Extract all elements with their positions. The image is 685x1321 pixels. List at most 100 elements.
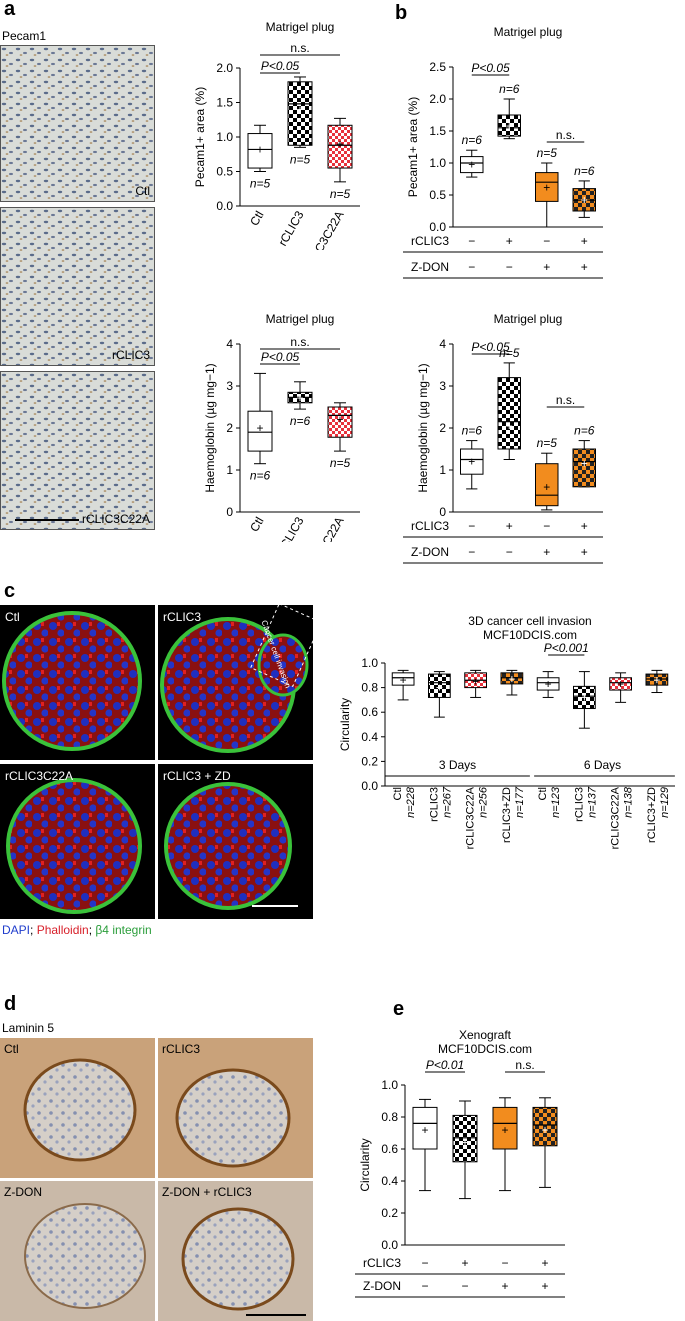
micrograph-c-rclic3c22a: rCLIC3C22A <box>0 764 155 919</box>
x-category-0: Ctl <box>247 209 266 229</box>
mean-marker-0: + <box>421 1123 428 1137</box>
chart-a-haemoglobin: Matrigel plug 0 1 2 3 4 Haemoglobin (µg mg−1) +… <box>203 312 360 542</box>
y-tick-label-4: 0.8 <box>361 681 378 695</box>
mean-marker-1: + <box>506 419 513 433</box>
y-tick-label-0: 0.0 <box>381 1238 398 1252</box>
comparison-label-1: n.s. <box>290 335 309 349</box>
y-axis-label: Haemoglobin (µg mg−1) <box>416 363 430 492</box>
comparison-label-0: P<0.05 <box>261 350 300 364</box>
mean-marker-0: + <box>468 157 475 171</box>
box-2 <box>535 172 559 202</box>
n-label-0: n=6 <box>462 424 483 438</box>
row-sign-1-1: − <box>506 260 513 274</box>
chart-b-pecam1: Matrigel plug 0.0 0.5 1.0 1.5 2.0 2.5 Pecam1+ a… <box>403 25 603 279</box>
row-label-0: rCLIC3 <box>363 1256 401 1270</box>
box-1 <box>497 114 521 137</box>
chart-title: Matrigel plug <box>494 25 563 39</box>
mean-marker-0: + <box>256 421 263 435</box>
mean-marker-2: + <box>472 674 479 688</box>
box-7 <box>645 673 669 686</box>
row-sign-1-2: + <box>543 545 550 559</box>
row-sign-1-3: + <box>581 260 588 274</box>
mean-marker-1: + <box>461 1136 468 1150</box>
y-axis-label: Circularity <box>358 1138 372 1191</box>
x-n-2: n=256 <box>478 786 490 818</box>
x-category-2: rCLIC3C22A <box>300 209 346 251</box>
box-0 <box>460 448 484 475</box>
mean-marker-1: + <box>436 681 443 695</box>
y-tick-label-0: 0.0 <box>216 199 233 213</box>
x-n-1: n=267 <box>441 786 453 818</box>
y-tick-label-5: 1.0 <box>361 656 378 670</box>
x-n-5: n=137 <box>586 786 598 818</box>
mean-marker-0: + <box>256 142 263 156</box>
mean-marker-1: + <box>296 102 303 116</box>
row-label-1: Z-DON <box>411 545 449 559</box>
box-0 <box>460 156 484 174</box>
stain-label-laminin5: Laminin 5 <box>2 1021 55 1035</box>
comparison-label-0: P<0.05 <box>261 59 300 73</box>
row-sign-0-1: + <box>461 1256 468 1270</box>
panel-letter-c: c <box>4 580 16 602</box>
chart-title: Matrigel plug <box>266 312 335 326</box>
y-axis-label: Haemoglobin (µg mg−1) <box>203 363 217 492</box>
y-tick-label-3: 3 <box>439 379 446 393</box>
y-axis-label: Circularity <box>338 698 352 751</box>
x-n-7: n=129 <box>659 787 671 818</box>
y-tick-label-3: 3 <box>226 379 233 393</box>
n-label-0: n=6 <box>250 469 271 483</box>
n-label-1: n=5 <box>290 152 311 166</box>
x-category-5: rCLIC3 <box>573 787 585 822</box>
y-tick-label-0: 0.0 <box>429 220 446 234</box>
y-tick-label-1: 0.2 <box>361 754 378 768</box>
y-tick-label-3: 0.6 <box>361 705 378 719</box>
y-tick-label-4: 4 <box>439 337 446 351</box>
row-sign-1-0: − <box>468 545 475 559</box>
box-3 <box>572 448 596 488</box>
chart-subtitle: MCF10DCIS.com <box>438 1042 532 1056</box>
box-1 <box>287 81 313 146</box>
row-sign-1-0: − <box>421 1279 428 1293</box>
panel-letter-b: b <box>395 2 408 24</box>
row-sign-1-2: + <box>543 260 550 274</box>
y-tick-label-1: 0.2 <box>381 1206 398 1220</box>
y-tick-label-1: 1 <box>226 463 233 477</box>
row-sign-0-0: − <box>468 519 475 533</box>
x-n-3: n=177 <box>514 786 526 818</box>
box-0 <box>247 410 273 452</box>
panel-letter-e: e <box>393 998 405 1020</box>
y-axis-label: Pecam1+ area (%) <box>406 97 420 197</box>
y-tick-label-2: 0.4 <box>381 1174 398 1188</box>
y-tick-label-1: 1 <box>439 463 446 477</box>
box-2 <box>492 1106 518 1150</box>
box-2 <box>327 406 353 438</box>
comparison-label-0: P<0.05 <box>471 340 510 354</box>
y-tick-label-5: 2.5 <box>429 60 446 74</box>
mean-marker-1: + <box>296 391 303 405</box>
n-label-0: n=5 <box>250 177 271 191</box>
row-sign-0-2: − <box>543 234 550 248</box>
comparison-label-1: n.s. <box>290 41 309 55</box>
chart-subtitle: MCF10DCIS.com <box>483 628 577 642</box>
x-category-2: rCLIC3C22A <box>465 786 477 849</box>
y-tick-label-1: 0.5 <box>216 165 233 179</box>
box-4 <box>536 677 560 691</box>
box-3 <box>532 1106 558 1147</box>
chart-b-haemoglobin: Matrigel plug 0 1 2 3 4 Haemoglobin (µg mg−1) +… <box>403 312 603 564</box>
x-category-1: rCLIC3 <box>275 514 306 542</box>
mean-marker-2: + <box>543 480 550 494</box>
y-tick-label-0: 0.0 <box>361 779 378 790</box>
row-sign-1-3: + <box>541 1279 548 1293</box>
y-tick-label-2: 0.4 <box>361 730 378 744</box>
channel-legend: DAPI; Phalloidin; β4 integrin <box>2 923 152 937</box>
row-sign-0-2: − <box>543 519 550 533</box>
box-5 <box>573 685 596 710</box>
x-category-1: rCLIC3 <box>275 208 306 248</box>
panel-letter-a: a <box>4 0 16 20</box>
n-label-3: n=6 <box>574 164 595 178</box>
y-tick-label-3: 1.5 <box>216 96 233 110</box>
group-label-0: 3 Days <box>439 758 476 772</box>
row-sign-0-0: − <box>421 1256 428 1270</box>
x-category-3: rCLIC3+ZD <box>501 787 513 843</box>
chart-title: 3D cancer cell invasion <box>468 614 591 628</box>
